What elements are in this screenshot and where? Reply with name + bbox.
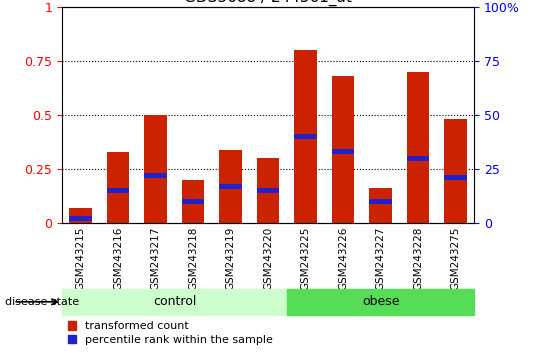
Text: GSM243226: GSM243226 (338, 226, 348, 290)
Text: disease state: disease state (5, 297, 80, 307)
Bar (369, 199, 392, 204)
Text: control: control (153, 295, 196, 308)
Bar (407, 155, 430, 161)
Bar (444, 175, 467, 181)
Bar (407, 72, 430, 223)
Bar (107, 188, 129, 193)
Text: GSM243219: GSM243219 (226, 226, 236, 290)
Bar (182, 199, 204, 204)
Text: GSM243275: GSM243275 (451, 226, 461, 290)
Title: GDS3688 / 244561_at: GDS3688 / 244561_at (184, 0, 352, 6)
Bar (332, 149, 354, 154)
Bar (70, 208, 92, 223)
Bar (369, 188, 392, 223)
Bar (332, 76, 354, 223)
Bar (444, 119, 467, 223)
Text: GSM243218: GSM243218 (188, 226, 198, 290)
Bar (62, 289, 287, 315)
Bar (219, 184, 242, 189)
Text: GSM243216: GSM243216 (113, 226, 123, 290)
Bar (287, 289, 474, 315)
Text: GSM243225: GSM243225 (301, 226, 310, 290)
Legend: transformed count, percentile rank within the sample: transformed count, percentile rank withi… (67, 321, 273, 345)
Text: GSM243220: GSM243220 (263, 226, 273, 290)
Bar (70, 216, 92, 221)
Bar (144, 173, 167, 178)
Text: GSM243215: GSM243215 (75, 226, 86, 290)
Text: GSM243228: GSM243228 (413, 226, 423, 290)
Bar (182, 180, 204, 223)
Bar (257, 158, 279, 223)
Bar (294, 134, 317, 139)
Bar (219, 150, 242, 223)
Bar (294, 50, 317, 223)
Text: GSM243227: GSM243227 (376, 226, 385, 290)
Bar (107, 152, 129, 223)
Text: obese: obese (362, 295, 399, 308)
Bar (144, 115, 167, 223)
Text: GSM243217: GSM243217 (151, 226, 161, 290)
Bar (257, 188, 279, 193)
